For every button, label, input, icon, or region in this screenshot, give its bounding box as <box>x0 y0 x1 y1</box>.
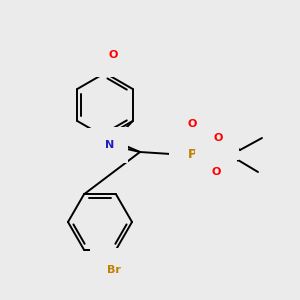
Text: O: O <box>213 133 223 143</box>
Text: O: O <box>108 50 118 60</box>
Text: P: P <box>188 148 196 161</box>
Text: N: N <box>105 140 115 150</box>
Text: O: O <box>211 167 221 177</box>
Text: O: O <box>187 119 197 129</box>
Text: Br: Br <box>107 265 121 275</box>
Text: H: H <box>96 138 104 148</box>
